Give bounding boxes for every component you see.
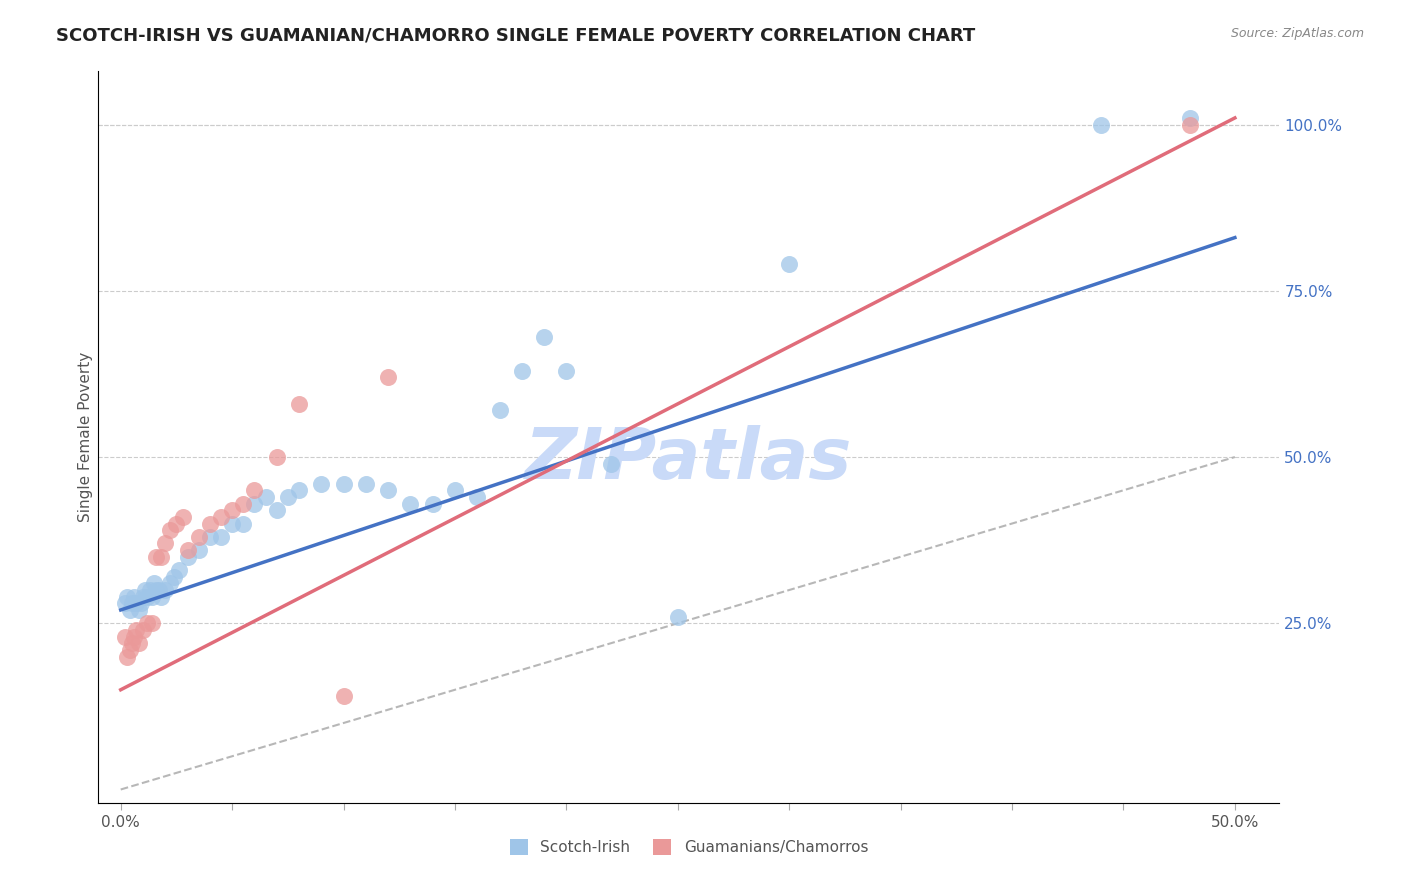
- Point: [117, 649, 139, 664]
- Point: [149, 549, 172, 564]
- Point: [510, 363, 533, 377]
- Point: [122, 630, 145, 644]
- Point: [141, 590, 163, 604]
- Point: [288, 483, 311, 498]
- Point: [136, 590, 159, 604]
- Point: [138, 582, 160, 597]
- Point: [118, 643, 141, 657]
- Point: [666, 609, 689, 624]
- Text: SCOTCH-IRISH VS GUAMANIAN/CHAMORRO SINGLE FEMALE POVERTY CORRELATION CHART: SCOTCH-IRISH VS GUAMANIAN/CHAMORRO SINGL…: [56, 27, 976, 45]
- Point: [377, 370, 399, 384]
- Point: [209, 509, 232, 524]
- Point: [232, 497, 254, 511]
- Point: [128, 636, 150, 650]
- Point: [121, 596, 143, 610]
- Point: [221, 503, 243, 517]
- Point: [159, 523, 181, 537]
- Point: [141, 616, 163, 631]
- Point: [309, 476, 332, 491]
- Point: [198, 530, 221, 544]
- Point: [155, 536, 177, 550]
- Point: [221, 516, 243, 531]
- Point: [266, 450, 288, 464]
- Point: [332, 690, 354, 704]
- Point: [465, 490, 488, 504]
- Point: [288, 397, 311, 411]
- Point: [159, 576, 181, 591]
- Point: [243, 483, 266, 498]
- Point: [149, 590, 172, 604]
- Point: [132, 623, 155, 637]
- Text: ZIPatlas: ZIPatlas: [526, 425, 852, 493]
- Point: [165, 516, 187, 531]
- Point: [128, 603, 150, 617]
- Point: [129, 596, 152, 610]
- Point: [125, 623, 148, 637]
- Point: [243, 497, 266, 511]
- Point: [117, 590, 139, 604]
- Point: [332, 476, 354, 491]
- Point: [600, 457, 623, 471]
- Point: [114, 630, 136, 644]
- Point: [167, 563, 190, 577]
- Point: [422, 497, 444, 511]
- Point: [209, 530, 232, 544]
- Point: [778, 257, 800, 271]
- Point: [377, 483, 399, 498]
- Point: [187, 543, 209, 558]
- Point: [533, 330, 555, 344]
- Point: [277, 490, 299, 504]
- Point: [488, 403, 510, 417]
- Point: [176, 543, 198, 558]
- Point: [172, 509, 194, 524]
- Point: [1180, 111, 1202, 125]
- Point: [555, 363, 578, 377]
- Point: [354, 476, 377, 491]
- Legend: Scotch-Irish, Guamanians/Chamorros: Scotch-Irish, Guamanians/Chamorros: [503, 833, 875, 861]
- Point: [148, 582, 170, 597]
- Point: [136, 616, 159, 631]
- Point: [114, 596, 136, 610]
- Point: [1090, 118, 1112, 132]
- Point: [118, 603, 141, 617]
- Point: [155, 582, 177, 597]
- Point: [145, 582, 167, 597]
- Point: [143, 576, 166, 591]
- Text: Source: ZipAtlas.com: Source: ZipAtlas.com: [1230, 27, 1364, 40]
- Point: [163, 570, 186, 584]
- Point: [399, 497, 422, 511]
- Point: [444, 483, 467, 498]
- Point: [187, 530, 209, 544]
- Point: [121, 636, 143, 650]
- Point: [134, 582, 156, 597]
- Point: [198, 516, 221, 531]
- Point: [1180, 118, 1202, 132]
- Point: [266, 503, 288, 517]
- Point: [232, 516, 254, 531]
- Y-axis label: Single Female Poverty: Single Female Poverty: [77, 352, 93, 522]
- Point: [176, 549, 198, 564]
- Point: [132, 590, 155, 604]
- Point: [125, 596, 148, 610]
- Point: [254, 490, 277, 504]
- Point: [145, 549, 167, 564]
- Point: [122, 590, 145, 604]
